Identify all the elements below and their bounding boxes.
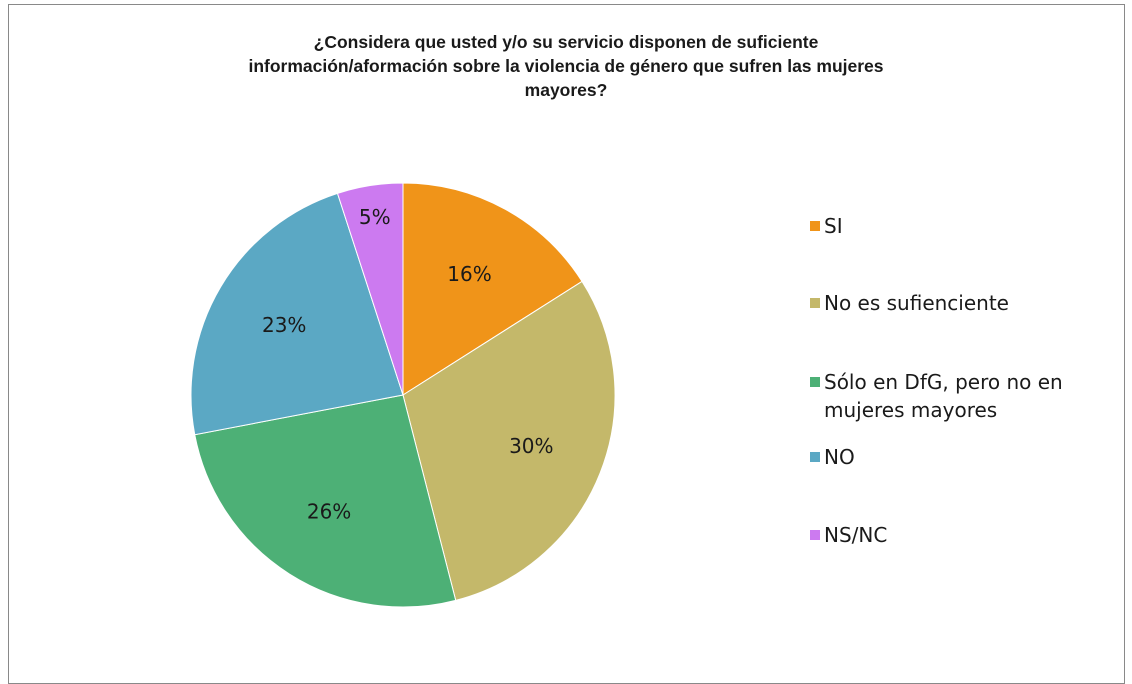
- pie-slice-no: [190, 192, 404, 436]
- legend-label-no-es-sufienciente: No es sufienciente: [824, 291, 1009, 315]
- chart-legend: SI No es sufienciente Sólo en DfG, pero …: [810, 212, 1094, 549]
- legend-swatch-si: [810, 221, 820, 231]
- legend-item-solo-en-dfg: Sólo en DfG, pero no en mujeres mayores: [810, 368, 1094, 424]
- legend-label-no: NO: [824, 445, 855, 469]
- data-label-no-es-sufienciente: 30%: [509, 434, 553, 458]
- legend-swatch-ns-nc: [810, 530, 820, 540]
- chart-title-line-2: información/aformación sobre la violenci…: [248, 56, 884, 76]
- chart-title-line-3: mayores?: [524, 80, 608, 100]
- pie-chart: 16% 30% 26% 23% 5%: [190, 182, 616, 608]
- data-label-ns-nc: 5%: [359, 205, 391, 229]
- legend-item-no-es-sufienciente: No es sufienciente: [810, 289, 1094, 317]
- pie-slice-no-es-sufienciente: [402, 280, 616, 601]
- legend-swatch-solo-en-dfg: [810, 377, 820, 387]
- legend-item-ns-nc: NS/NC: [810, 521, 1094, 549]
- chart-title: ¿Considera que usted y/o su servicio dis…: [0, 30, 1132, 102]
- chart-title-line-1: ¿Considera que usted y/o su servicio dis…: [313, 32, 819, 52]
- legend-item-no: NO: [810, 443, 1094, 471]
- data-label-no: 23%: [262, 313, 306, 337]
- pie-slice-solo-en-dfg-pero-no-en-mujeres-mayores: [194, 394, 457, 608]
- legend-label-ns-nc: NS/NC: [824, 523, 888, 547]
- legend-label-solo-en-dfg: Sólo en DfG, pero no en mujeres mayores: [824, 370, 1063, 422]
- legend-swatch-no-es-sufienciente: [810, 298, 820, 308]
- pie-slices: [190, 182, 616, 608]
- legend-swatch-no: [810, 452, 820, 462]
- pie-slice-si: [402, 182, 583, 396]
- data-label-si: 16%: [447, 262, 491, 286]
- pie-slice-ns-nc: [336, 182, 404, 396]
- legend-item-si: SI: [810, 212, 1094, 240]
- pie-data-labels: 16% 30% 26% 23% 5%: [262, 205, 554, 523]
- legend-label-si: SI: [824, 214, 843, 238]
- data-label-solo-en-dfg-pero-no-en-mujeres-mayores: 26%: [307, 500, 351, 524]
